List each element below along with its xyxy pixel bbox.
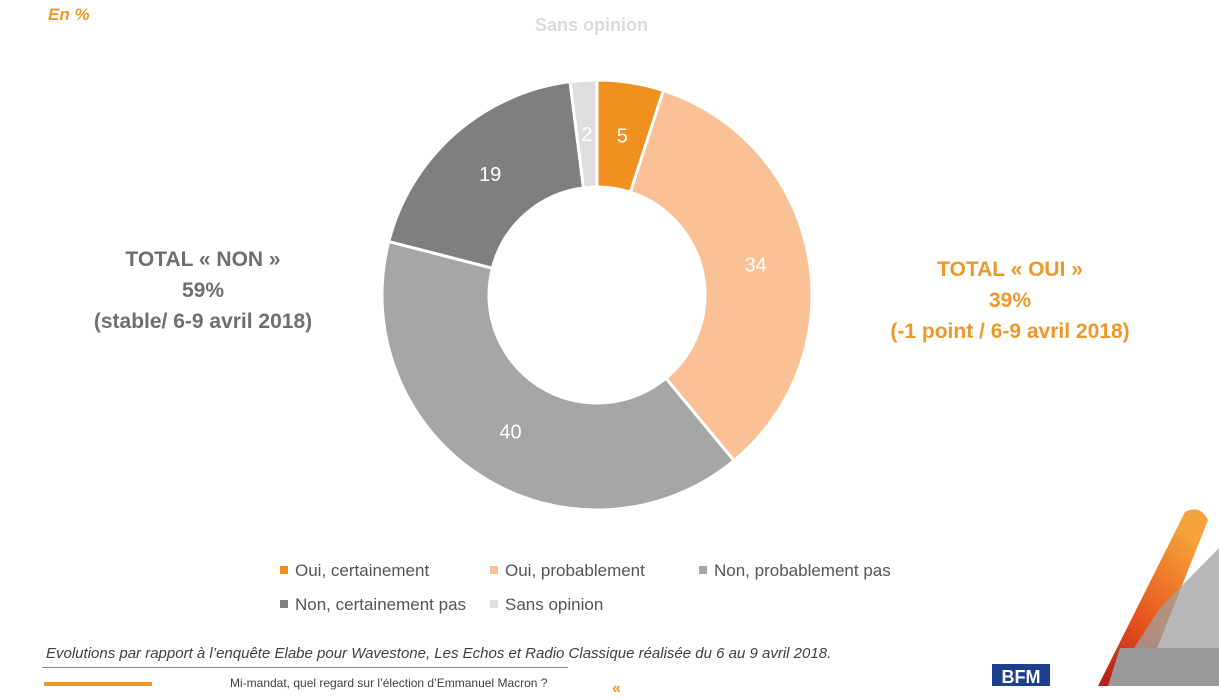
legend-item: Sans opinion bbox=[490, 595, 603, 615]
total-non-evolution: (stable/ 6-9 avril 2018) bbox=[93, 310, 313, 333]
footer-orange-mark: « bbox=[612, 680, 621, 697]
legend-label: Non, probablement pas bbox=[714, 561, 891, 580]
elabe-triangle-logo bbox=[1098, 509, 1219, 686]
legend-item: Non, certainement pas bbox=[280, 595, 466, 615]
bfm-logo: BFM bbox=[992, 664, 1050, 686]
total-oui-title: TOTAL « OUI » bbox=[937, 258, 1083, 281]
legend-swatch bbox=[699, 566, 707, 574]
total-oui-value: 39% bbox=[988, 289, 1032, 312]
legend-swatch bbox=[280, 600, 288, 608]
legend-swatch bbox=[490, 566, 498, 574]
slice-oui-certainement-label: 5 bbox=[617, 125, 628, 147]
slice-sans-opinion bbox=[568, 78, 599, 190]
slice-non-certainement-pas-label: 19 bbox=[479, 164, 501, 186]
total-oui-evolution: (-1 point / 6-9 avril 2018) bbox=[890, 320, 1130, 343]
total-non-block: TOTAL « NON » 59% (stable/ 6-9 avril 201… bbox=[58, 244, 348, 337]
slice-non-certainement-pas bbox=[386, 80, 586, 270]
total-oui-block: TOTAL « OUI » 39% (-1 point / 6-9 avril … bbox=[860, 254, 1160, 347]
sans-opinion-callout: Sans opinion bbox=[535, 15, 649, 35]
legend-label: Oui, probablement bbox=[505, 561, 645, 580]
footer-divider bbox=[42, 667, 568, 668]
legend-item: Oui, certainement bbox=[280, 561, 429, 581]
unit-label: En % bbox=[48, 5, 90, 24]
legend-label: Oui, certainement bbox=[295, 561, 430, 580]
elabe-logo bbox=[44, 682, 152, 686]
total-non-title: TOTAL « NON » bbox=[125, 248, 281, 271]
legend-swatch bbox=[280, 566, 288, 574]
legend-swatch bbox=[490, 600, 498, 608]
evolution-footnote: Evolutions par rapport à l’enquête Elabe… bbox=[46, 645, 832, 662]
slice-non-probablement-pas-label: 40 bbox=[499, 421, 521, 443]
slice-oui-probablement bbox=[628, 88, 814, 463]
legend-label: Non, certainement pas bbox=[295, 595, 467, 614]
slice-oui-probablement-label: 34 bbox=[745, 255, 767, 277]
total-non-value: 59% bbox=[181, 279, 225, 302]
legend-label: Sans opinion bbox=[505, 595, 604, 614]
slice-sans-opinion-label: 2 bbox=[581, 124, 592, 146]
slice-non-probablement-pas bbox=[380, 239, 737, 512]
footer-question-text: Mi-mandat, quel regard sur l’élection d’… bbox=[230, 676, 548, 690]
legend-item: Non, probablement pas bbox=[699, 561, 891, 581]
legend-item: Oui, probablement bbox=[490, 561, 645, 581]
